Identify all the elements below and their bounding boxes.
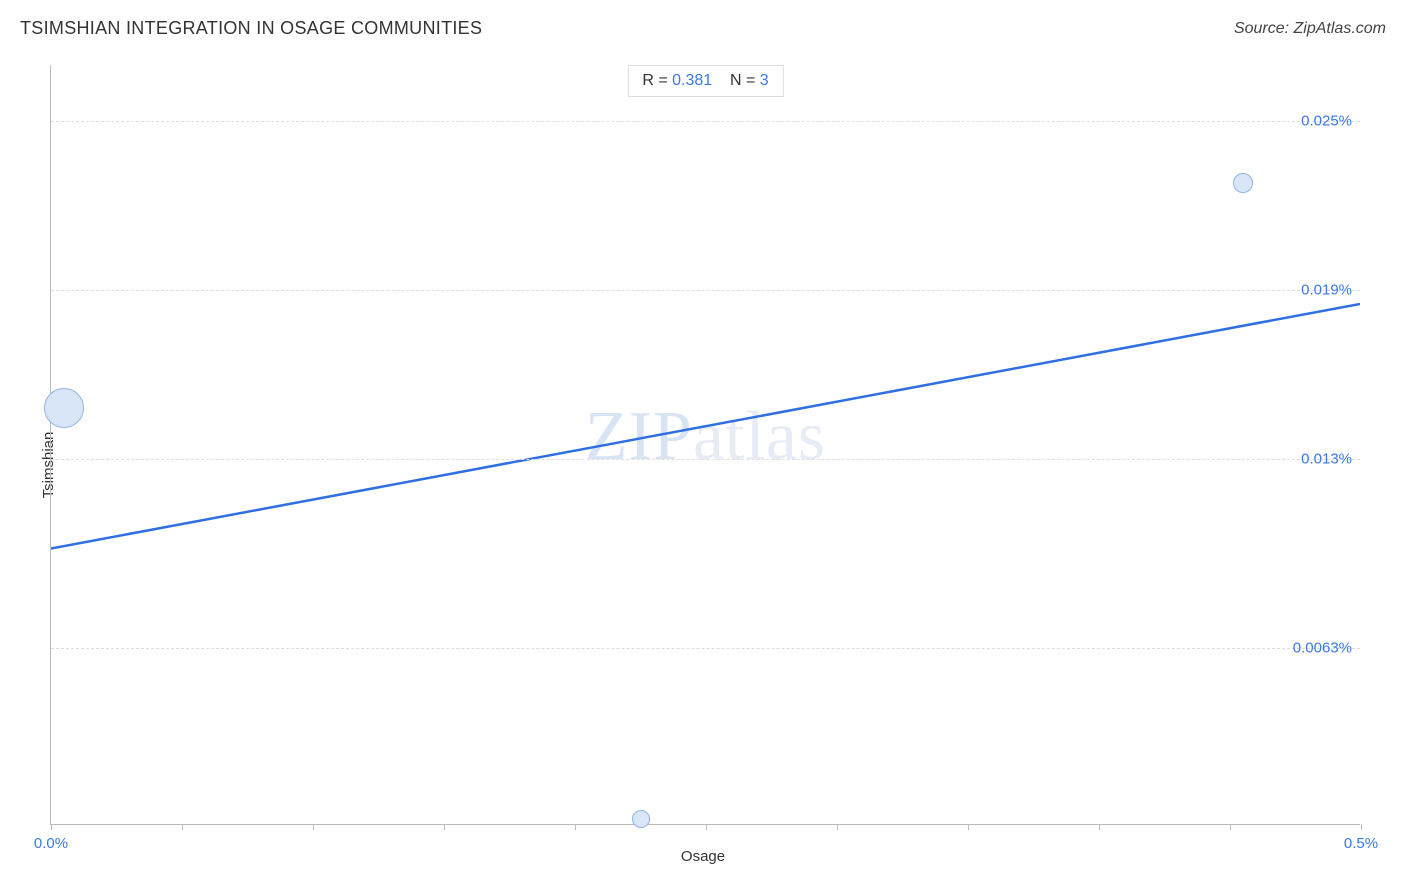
data-point <box>44 388 84 428</box>
x-tick <box>575 824 576 830</box>
y-tick-label: 0.0063% <box>1293 639 1352 656</box>
x-tick <box>1361 824 1362 830</box>
r-value: 0.381 <box>672 72 712 89</box>
n-value: 3 <box>760 72 769 89</box>
x-tick <box>968 824 969 830</box>
chart-header: TSIMSHIAN INTEGRATION IN OSAGE COMMUNITI… <box>0 0 1406 49</box>
x-tick <box>1230 824 1231 830</box>
grid-line <box>51 459 1360 460</box>
x-tick <box>313 824 314 830</box>
data-point <box>632 810 650 828</box>
grid-line <box>51 121 1360 122</box>
chart-title: TSIMSHIAN INTEGRATION IN OSAGE COMMUNITI… <box>20 18 482 39</box>
stats-box: R = 0.381 N = 3 <box>627 65 783 97</box>
watermark-atlas: atlas <box>693 398 826 475</box>
plot-area: ZIPatlas R = 0.381 N = 3 0.0063% 0.013% 0.… <box>50 65 1360 825</box>
y-tick-label: 0.019% <box>1301 282 1352 299</box>
x-tick <box>837 824 838 830</box>
y-tick-label: 0.025% <box>1301 113 1352 130</box>
y-tick-label: 0.013% <box>1301 451 1352 468</box>
chart-container: Tsimshian Osage ZIPatlas R = 0.381 N = 3… <box>20 55 1386 875</box>
chart-source: Source: ZipAtlas.com <box>1234 20 1386 38</box>
r-label: R = <box>642 72 667 89</box>
trend-line <box>51 65 1360 824</box>
x-tick <box>51 824 52 830</box>
x-axis-label: Osage <box>681 848 725 865</box>
watermark-zip: ZIP <box>585 398 693 475</box>
x-tick <box>182 824 183 830</box>
watermark: ZIPatlas <box>585 397 826 477</box>
data-point <box>1233 173 1253 193</box>
x-min-label: 0.0% <box>34 835 68 852</box>
x-tick <box>444 824 445 830</box>
grid-line <box>51 648 1360 649</box>
n-label: N = <box>730 72 755 89</box>
x-tick <box>706 824 707 830</box>
x-max-label: 0.5% <box>1344 835 1378 852</box>
x-tick <box>1099 824 1100 830</box>
grid-line <box>51 290 1360 291</box>
